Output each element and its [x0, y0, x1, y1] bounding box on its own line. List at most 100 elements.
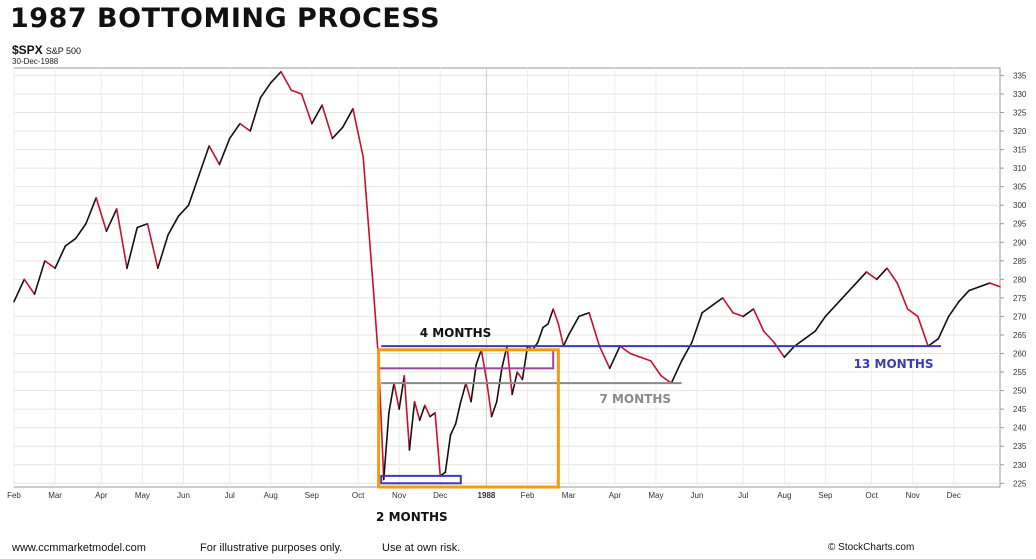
price-segment: [85, 196, 97, 225]
y-tick-label: 235: [1013, 442, 1027, 451]
x-tick-label: Jun: [177, 491, 190, 500]
label-4-months: 4 MONTHS: [420, 326, 492, 340]
price-segment: [33, 260, 46, 295]
x-tick-label: Aug: [264, 491, 278, 500]
y-tick-label: 305: [1013, 183, 1027, 192]
price-segment: [74, 222, 87, 240]
price-segment: [660, 374, 673, 384]
x-tick-label: Apr: [609, 491, 622, 500]
price-segment: [485, 378, 493, 418]
price-segment: [701, 304, 714, 314]
annotation-box: [377, 348, 560, 489]
price-segment: [239, 122, 252, 132]
price-segment: [54, 245, 67, 270]
price-segment: [280, 70, 293, 92]
price-segment: [968, 285, 981, 292]
chart-title: 1987 BOTTOMING PROCESS: [10, 3, 441, 34]
price-segment: [814, 315, 827, 333]
y-tick-label: 290: [1013, 238, 1027, 247]
x-tick-label: Sep: [305, 491, 320, 500]
price-segment: [958, 289, 970, 303]
price-segment: [388, 382, 395, 414]
price-segment: [331, 126, 344, 140]
price-segment: [136, 222, 149, 229]
price-segment: [516, 371, 524, 381]
price-segment: [557, 323, 565, 347]
price-segment: [228, 122, 241, 140]
symbol-name: S&P 500: [45, 46, 82, 56]
price-segment: [95, 196, 108, 232]
price-segment: [403, 374, 411, 451]
y-tick-label: 270: [1013, 312, 1027, 321]
y-tick-label: 260: [1013, 350, 1027, 359]
price-segment: [105, 208, 118, 232]
price-segment: [459, 382, 467, 403]
price-segment: [352, 107, 365, 158]
price-segment: [845, 282, 858, 295]
price-segment: [619, 345, 632, 355]
price-segment: [321, 104, 334, 140]
price-segment: [398, 374, 406, 410]
price-segment: [156, 234, 169, 270]
price-segment: [793, 337, 806, 347]
price-segment: [449, 423, 457, 436]
y-tick-label: 240: [1013, 424, 1027, 433]
x-tick-label: May: [648, 491, 663, 500]
price-segment: [567, 315, 580, 336]
footer-note: For illustrative purposes only.: [200, 542, 343, 554]
price-segment: [490, 400, 498, 418]
price-segment: [424, 404, 431, 418]
price-segment: [300, 93, 313, 125]
price-segment: [382, 412, 390, 481]
price-segment: [506, 345, 513, 396]
y-tick-label: 255: [1013, 368, 1027, 377]
price-segment: [311, 104, 323, 125]
price-segment: [208, 145, 221, 166]
price-segment: [434, 412, 442, 477]
price-segment: [886, 267, 899, 284]
price-segment: [198, 145, 210, 177]
price-segment: [495, 367, 503, 403]
price-segment: [444, 434, 452, 473]
price-segment: [562, 334, 570, 347]
symbol-label: $SPX S&P 500: [12, 43, 81, 57]
price-segment: [44, 260, 56, 270]
price-segment: [649, 360, 662, 377]
price-segment: [167, 215, 180, 236]
price-segment: [865, 271, 878, 281]
label-7-months: 7 MONTHS: [599, 392, 671, 406]
x-tick-label: May: [135, 491, 150, 500]
price-segment: [917, 315, 929, 347]
price-segment: [711, 297, 724, 307]
price-segment: [290, 89, 303, 95]
x-tick-label: Jul: [225, 491, 235, 500]
price-segment: [13, 278, 26, 303]
price-segment: [691, 311, 703, 344]
x-tick-label: Oct: [352, 491, 365, 500]
price-segment: [259, 82, 272, 99]
price-segment: [393, 382, 400, 410]
y-tick-label: 320: [1013, 127, 1027, 136]
price-segment: [418, 404, 426, 422]
price-segment: [187, 174, 200, 206]
annotation-box: [380, 474, 462, 485]
price-segment: [429, 412, 436, 418]
price-segment: [608, 345, 621, 370]
y-tick-label: 295: [1013, 220, 1027, 229]
price-segment: [218, 137, 231, 166]
x-tick-label: Jul: [738, 491, 748, 500]
price-segment: [454, 400, 462, 425]
chart-date: 30-Dec-1988: [12, 57, 59, 66]
price-segment: [742, 308, 755, 318]
price-segment: [341, 107, 354, 129]
price-segment: [721, 297, 734, 314]
price-segment: [773, 341, 786, 359]
x-tick-label: Mar: [562, 491, 576, 500]
price-segment: [896, 282, 909, 310]
price-segment: [23, 278, 36, 295]
price-segment: [875, 267, 888, 281]
y-tick-label: 275: [1013, 294, 1027, 303]
price-segment: [362, 156, 375, 292]
price-segment: [249, 96, 262, 132]
